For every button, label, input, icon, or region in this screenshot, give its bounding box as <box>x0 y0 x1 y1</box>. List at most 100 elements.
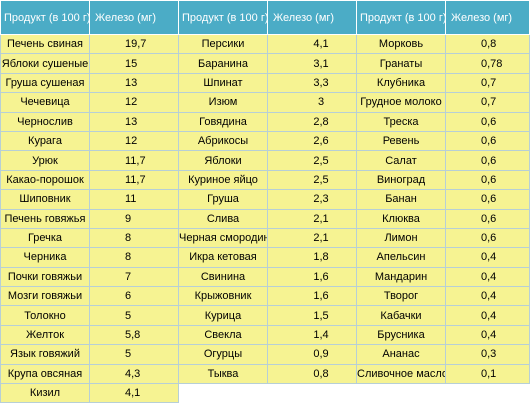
product-cell: Гречка <box>0 227 90 249</box>
product-cell: Шпинат <box>178 72 268 94</box>
table-row: Печень говяжья 9 Слива 2,1 Клюква 0,6 <box>0 208 530 229</box>
header-iron-1: Железо (мг) <box>89 0 179 35</box>
product-cell: Куриное яйцо <box>178 169 268 191</box>
product-cell: Треска <box>356 111 446 132</box>
table-row: Курага 12 Абрикосы 2,6 Ревень 0,6 <box>0 130 530 152</box>
product-cell: Чечевица <box>0 92 90 113</box>
product-cell: Какао-порошок <box>0 169 90 191</box>
product-cell: Урюк <box>0 150 90 171</box>
iron-value-cell: 2,5 <box>267 169 357 191</box>
product-cell: Мозги говяжьи <box>0 286 90 307</box>
product-cell: Абрикосы <box>178 130 268 152</box>
iron-value-cell: 0,4 <box>445 324 530 346</box>
product-cell: Желток <box>0 324 90 346</box>
product-cell: Язык говяжий <box>0 344 90 365</box>
iron-value-cell: 1,6 <box>267 266 357 288</box>
iron-value-cell: 11,7 <box>89 150 179 171</box>
product-cell <box>356 383 446 403</box>
product-cell: Сливочное масло <box>356 363 446 385</box>
product-cell: Кизил <box>0 383 90 404</box>
iron-value-cell: 12 <box>89 130 179 152</box>
header-iron-2: Железо (мг) <box>267 0 357 35</box>
iron-value-cell: 0,3 <box>445 344 530 365</box>
iron-value-cell: 4,3 <box>89 363 179 385</box>
table-row: Чернослив 13 Говядина 2,8 Треска 0,6 <box>0 111 530 132</box>
iron-value-cell: 0,6 <box>445 169 530 191</box>
iron-value-cell: 2,6 <box>267 130 357 152</box>
product-cell: Слива <box>178 208 268 229</box>
product-cell: Клубника <box>356 72 446 94</box>
product-cell: Груша <box>178 189 268 210</box>
iron-value-cell: 7 <box>89 266 179 288</box>
product-cell: Кабачки <box>356 305 446 326</box>
table-row: Гречка 8 Черная смородина 2,1 Лимон 0,6 <box>0 227 530 249</box>
iron-value-cell: 0,4 <box>445 266 530 288</box>
iron-value-cell <box>267 383 357 403</box>
iron-value-cell: 3,1 <box>267 53 357 74</box>
table-row: Мозги говяжьи 6 Крыжовник 1,6 Творог 0,4 <box>0 286 530 307</box>
iron-value-cell: 4,1 <box>89 383 179 404</box>
iron-value-cell: 1,8 <box>267 247 357 268</box>
header-row: Продукт (в 100 г) Железо (мг) Продукт (в… <box>0 0 530 35</box>
table-row: Почки говяжьи 7 Свинина 1,6 Мандарин 0,4 <box>0 266 530 288</box>
table-row: Груша сушеная 13 Шпинат 3,3 Клубника 0,7 <box>0 72 530 94</box>
iron-value-cell: 0,8 <box>445 33 530 55</box>
iron-value-cell: 0,4 <box>445 247 530 268</box>
product-cell: Персики <box>178 33 268 55</box>
table-row: Какао-порошок 11,7 Куриное яйцо 2,5 Виноград… <box>0 169 530 191</box>
iron-value-cell: 0,9 <box>267 344 357 365</box>
iron-value-cell: 2,1 <box>267 208 357 229</box>
iron-value-cell: 13 <box>89 72 179 94</box>
product-cell: Говядина <box>178 111 268 132</box>
iron-value-cell: 11,7 <box>89 169 179 191</box>
header-product-3: Продукт (в 100 г) <box>356 0 446 35</box>
iron-value-cell: 9 <box>89 208 179 229</box>
product-cell: Гранаты <box>356 53 446 74</box>
product-cell: Клюква <box>356 208 446 229</box>
iron-value-cell: 0,7 <box>445 72 530 94</box>
table-row: Крупа овсяная 4,3 Тыква 0,8 Сливочное масло 0… <box>0 363 530 385</box>
iron-value-cell: 0,6 <box>445 130 530 152</box>
table-row: Яблоки сушеные 15 Баранина 3,1 Гранаты 0,78 <box>0 53 530 74</box>
iron-value-cell: 5,8 <box>89 324 179 346</box>
product-cell: Ревень <box>356 130 446 152</box>
iron-value-cell: 12 <box>89 92 179 113</box>
table-row: Урюк 11,7 Яблоки 2,5 Салат 0,6 <box>0 150 530 171</box>
iron-value-cell: 0,78 <box>445 53 530 74</box>
product-cell: Печень говяжья <box>0 208 90 229</box>
product-cell: Яблоки сушеные <box>0 53 90 74</box>
iron-value-cell: 0,6 <box>445 111 530 132</box>
iron-value-cell: 8 <box>89 247 179 268</box>
product-cell: Груша сушеная <box>0 72 90 94</box>
product-cell: Черная смородина <box>178 227 268 249</box>
iron-value-cell: 2,3 <box>267 189 357 210</box>
iron-value-cell: 0,6 <box>445 150 530 171</box>
iron-value-cell: 15 <box>89 53 179 74</box>
iron-value-cell: 11 <box>89 189 179 210</box>
table-row: Язык говяжий 5 Огурцы 0,9 Ананас 0,3 <box>0 344 530 365</box>
product-cell: Крыжовник <box>178 286 268 307</box>
iron-value-cell: 5 <box>89 344 179 365</box>
iron-value-cell: 6 <box>89 286 179 307</box>
iron-value-cell: 2,8 <box>267 111 357 132</box>
iron-value-cell: 4,1 <box>267 33 357 55</box>
product-cell: Лимон <box>356 227 446 249</box>
table-row: Кизил 4,1 <box>0 383 530 404</box>
table-row: Толокно 5 Курица 1,5 Кабачки 0,4 <box>0 305 530 326</box>
iron-value-cell: 5 <box>89 305 179 326</box>
iron-value-cell: 0,1 <box>445 363 530 385</box>
iron-value-cell: 3 <box>267 92 357 113</box>
product-cell: Огурцы <box>178 344 268 365</box>
product-cell: Крупа овсяная <box>0 363 90 385</box>
table-row: Черника 8 Икра кетовая 1,8 Апельсин 0,4 <box>0 247 530 268</box>
iron-value-cell: 19,7 <box>89 33 179 55</box>
iron-value-cell: 0,4 <box>445 286 530 307</box>
iron-value-cell: 0,7 <box>445 92 530 113</box>
product-cell: Мандарин <box>356 266 446 288</box>
product-cell: Грудное молоко <box>356 92 446 113</box>
product-cell: Изюм <box>178 92 268 113</box>
header-iron-3: Железо (мг) <box>445 0 530 35</box>
table-row: Чечевица 12 Изюм 3 Грудное молоко 0,7 <box>0 92 530 113</box>
product-cell: Курица <box>178 305 268 326</box>
